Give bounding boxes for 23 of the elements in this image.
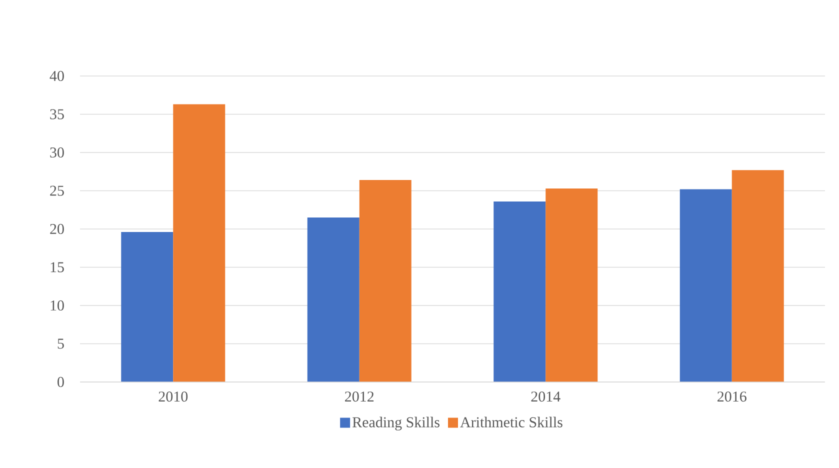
legend-label: Reading Skills bbox=[352, 416, 440, 430]
bar bbox=[732, 170, 784, 382]
bar bbox=[307, 218, 360, 382]
x-tick-label: 2016 bbox=[718, 392, 746, 402]
bar bbox=[121, 232, 174, 382]
x-tick-label: 2012 bbox=[345, 392, 374, 402]
bar bbox=[173, 104, 226, 382]
bar bbox=[680, 189, 732, 382]
bar bbox=[494, 201, 546, 382]
bar bbox=[546, 188, 598, 382]
x-tick-label: 2014 bbox=[531, 392, 560, 402]
y-tick-label: 40 bbox=[50, 70, 64, 82]
x-tick-label: 2010 bbox=[158, 392, 188, 402]
y-tick-label: 5 bbox=[58, 338, 64, 349]
y-tick-label: 0 bbox=[58, 376, 64, 388]
y-tick-label: 15 bbox=[50, 262, 64, 272]
y-tick-label: 25 bbox=[50, 186, 64, 196]
y-tick-label: 35 bbox=[50, 109, 64, 120]
y-tick-label: 20 bbox=[50, 224, 64, 234]
bar bbox=[359, 180, 412, 382]
legend-label: Arithmetic Skills bbox=[460, 416, 562, 428]
y-tick-label: 30 bbox=[50, 147, 64, 158]
y-tick-label: 10 bbox=[50, 300, 64, 311]
